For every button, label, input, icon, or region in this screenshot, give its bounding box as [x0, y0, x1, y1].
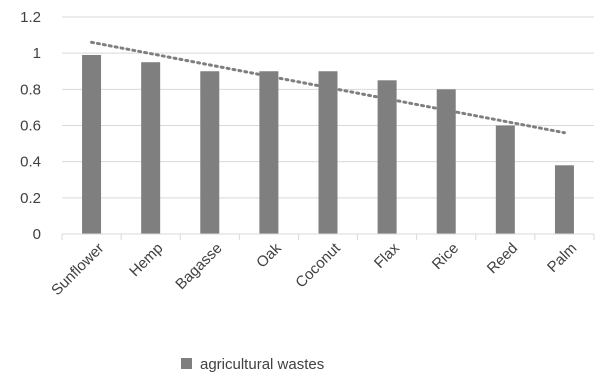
bar-reed: [495, 125, 515, 234]
x-tick-label: Coconut: [292, 239, 344, 291]
y-tick-label: 0.4: [20, 154, 41, 171]
legend: agricultural wastes: [181, 356, 324, 373]
bar-palm: [554, 165, 574, 234]
x-tick-label: Sunflower: [48, 240, 107, 299]
bar-oak: [259, 71, 279, 234]
bar-hemp: [141, 62, 161, 235]
legend-swatch: [181, 358, 192, 369]
y-tick-label: 0.6: [20, 118, 41, 135]
x-tick-label: Reed: [484, 240, 521, 277]
bar-sunflower: [82, 54, 102, 234]
bar-flax: [377, 80, 397, 235]
x-tick-label: Rice: [429, 240, 462, 273]
bar-rice: [436, 89, 456, 234]
y-tick-label: 0.8: [20, 81, 41, 98]
x-tick-label: Oak: [253, 239, 285, 271]
x-tick-label: Palm: [544, 240, 580, 276]
x-tick-label: Hemp: [126, 240, 166, 280]
legend-label: agricultural wastes: [200, 356, 324, 373]
trendline: [90, 40, 566, 135]
y-tick-label: 1: [33, 45, 41, 62]
y-tick-label: 1.2: [20, 9, 41, 26]
x-tick-label: Flax: [371, 239, 403, 271]
bars: [82, 54, 574, 235]
trendline-group: [90, 40, 566, 135]
y-tick-label: 0.2: [20, 190, 41, 207]
y-tick-label: 0: [33, 226, 41, 243]
bar-coconut: [318, 71, 338, 234]
x-tick-label: Bagasse: [172, 240, 225, 293]
bar-bagasse: [200, 71, 220, 234]
